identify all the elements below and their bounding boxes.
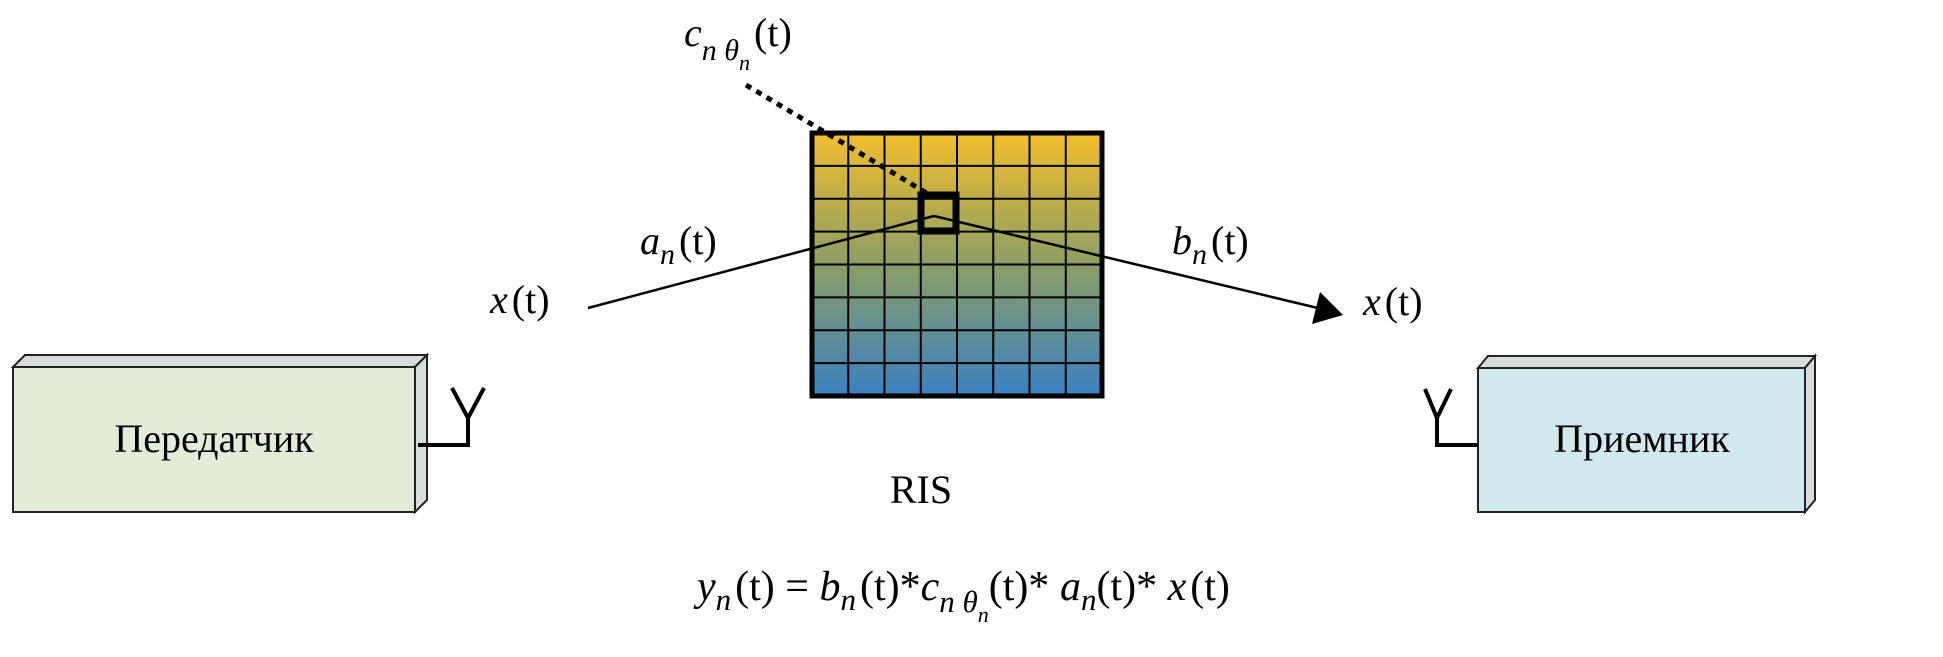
receiver-label: Приемник: [1554, 416, 1730, 461]
transmitter-label: Передатчик: [114, 416, 314, 461]
b-channel-label: bn (t): [1172, 218, 1249, 271]
input-signal-label: x (t): [489, 277, 550, 322]
ris-label: RIS: [890, 467, 952, 512]
signal-equation: yn(t) = bn(t)*cn θn(t)* an(t)* x(t): [693, 564, 1230, 627]
incident-path: [587, 214, 935, 310]
receiver-antenna-icon: [1423, 388, 1478, 447]
arrow-head-icon: [1312, 292, 1343, 324]
a-channel-label: an (t): [640, 218, 717, 271]
transmitter-antenna-icon: [418, 387, 486, 447]
ris-surface: [812, 133, 1102, 396]
ris-element-highlight: [917, 191, 960, 235]
reflected-path: [933, 214, 1323, 311]
c-phase-label: cn θn(t): [684, 10, 792, 75]
receiver-block: Приемник: [1475, 353, 1818, 515]
output-signal-label: x (t): [1362, 279, 1423, 324]
ris-border: [809, 130, 1105, 399]
transmitter-block: Передатчик: [10, 352, 430, 515]
